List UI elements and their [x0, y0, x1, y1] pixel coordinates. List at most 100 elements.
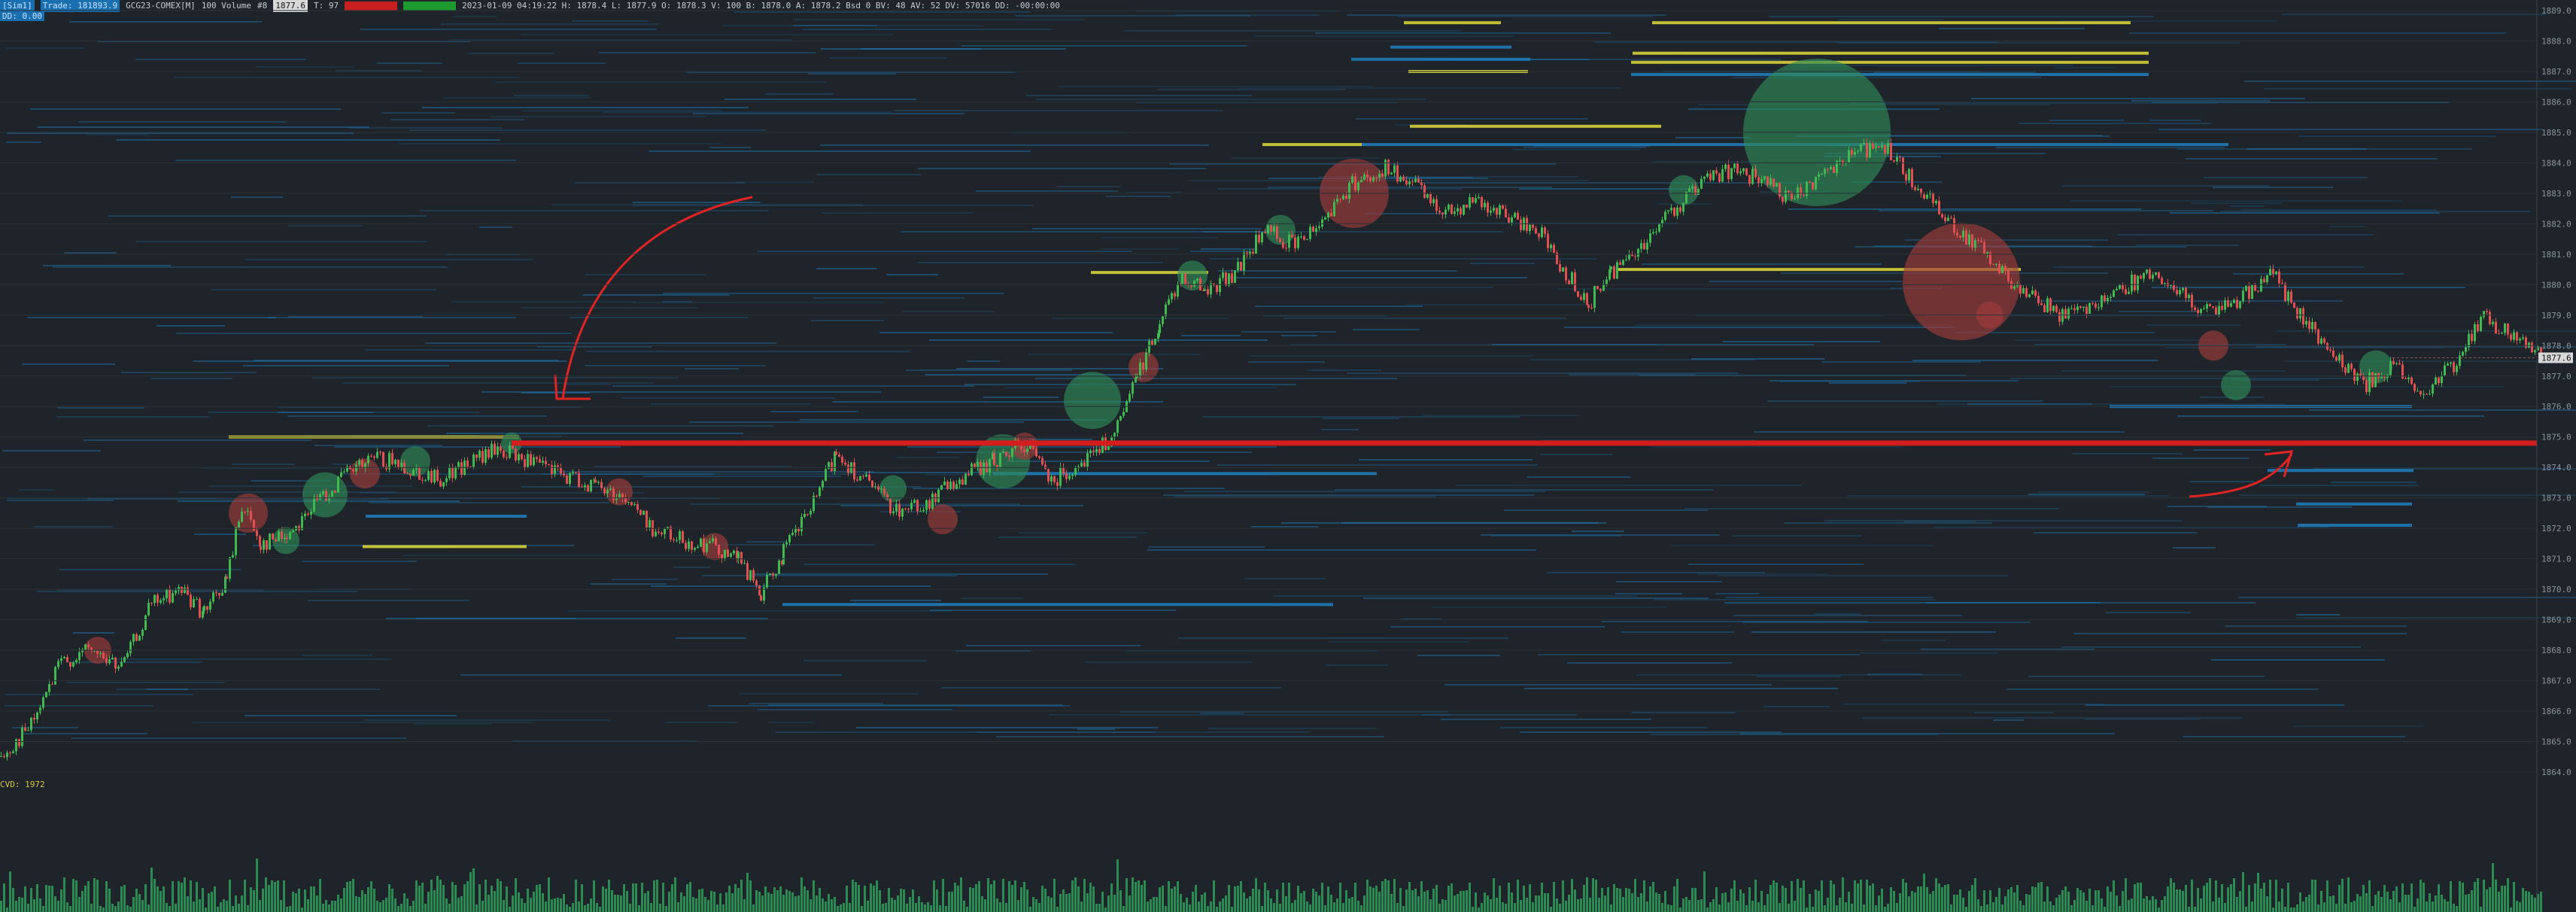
heatmap-cell: [2136, 245, 2239, 246]
heatmap-cell: [2238, 597, 2576, 598]
heatmap-cell: [1654, 599, 1935, 600]
heatmap-cell: [1824, 520, 2182, 521]
heatmap-cell: [1405, 304, 1590, 306]
volume-bar: [469, 872, 472, 912]
candle-body: [1664, 211, 1666, 220]
volume-bar: [87, 881, 90, 912]
candle-body: [1547, 233, 1549, 248]
volume-bar: [1460, 891, 1462, 912]
candle-body: [2260, 278, 2262, 292]
candle-body: [184, 587, 186, 593]
candle-body: [1836, 161, 1838, 173]
heatmap-cell: [2131, 100, 2270, 102]
candle-body: [572, 472, 574, 473]
candle-body: [868, 474, 870, 481]
heatmap-cell: [1564, 327, 1955, 328]
volume-bar: [1011, 885, 1013, 912]
volume-bar: [394, 898, 396, 912]
heatmap-cell: [1867, 673, 1923, 675]
heatmap-cell: [2177, 415, 2484, 417]
candle-body: [491, 443, 493, 458]
volume-bar: [557, 898, 559, 912]
candle-body: [1267, 225, 1269, 233]
volume-bar: [2176, 889, 2178, 912]
volume-bar: [1890, 887, 1892, 912]
candle-body: [1992, 264, 1994, 266]
heatmap-cell: [1015, 15, 1250, 17]
candle-body: [391, 452, 393, 465]
interval-label[interactable]: 100 Volume: [201, 1, 252, 11]
candle-body: [797, 527, 800, 532]
candle-body: [1177, 284, 1179, 297]
candle-body: [1047, 469, 1050, 482]
heatmap-cell: [521, 34, 894, 35]
candle-body: [2007, 271, 2009, 281]
volume-bar: [813, 880, 815, 912]
volume-bar: [1408, 882, 1411, 912]
candle-body: [2522, 337, 2524, 339]
candle-body: [1733, 163, 1736, 169]
candle-body: [766, 575, 768, 588]
resting-level: [366, 515, 527, 518]
volume-bar: [584, 905, 586, 912]
candle-body: [424, 479, 427, 481]
candle-body: [1243, 252, 1245, 271]
volume-bar: [536, 885, 538, 912]
annotation-arrow-right-head: [2264, 450, 2294, 478]
volume-bar: [388, 884, 390, 912]
volume-bar: [454, 885, 457, 912]
candle-body: [1821, 174, 1823, 175]
volume-bar: [581, 884, 583, 912]
heatmap-cell: [1441, 719, 1651, 720]
candle-body: [301, 516, 303, 530]
volume-bar: [1291, 903, 1293, 912]
candle-body: [527, 454, 529, 468]
candle-body: [1168, 299, 1170, 305]
volume-bar: [569, 907, 571, 912]
candle-body: [2058, 312, 2061, 322]
candle-body: [1580, 296, 1582, 300]
candle-body: [521, 454, 523, 460]
heatmap-cell: [1417, 655, 1500, 656]
volume-bar: [563, 894, 565, 912]
trade-bubble-buy: [400, 446, 430, 477]
candle-body: [203, 606, 205, 611]
volume-bar: [1941, 887, 1943, 912]
heatmap-cell: [1857, 135, 2102, 136]
candle-body: [1499, 205, 1501, 215]
candle-body: [229, 557, 231, 579]
heatmap-cell: [1530, 359, 1755, 360]
heatmap-cell: [1200, 713, 1244, 714]
volume-bar: [1827, 898, 1829, 912]
volume-bar: [497, 879, 499, 912]
candle-body: [1357, 182, 1359, 190]
candle-body: [2004, 266, 2006, 272]
volume-bar: [379, 902, 381, 912]
candle-body: [1116, 420, 1119, 433]
heatmap-cell: [1124, 30, 1461, 32]
heatmap-cell: [1326, 664, 1388, 666]
volume-bar: [2495, 880, 2497, 912]
resting-level: [2296, 502, 2412, 506]
instrument-label[interactable]: GCG23-COMEX[M]: [126, 1, 196, 11]
candle-body: [284, 537, 286, 540]
volume-bar: [1303, 891, 1305, 912]
candle-body: [664, 528, 666, 534]
candle-body: [2200, 309, 2202, 313]
volume-bar: [208, 893, 210, 912]
candle-body: [949, 482, 952, 489]
volume-bar: [524, 903, 526, 912]
candle-body: [1803, 195, 1805, 196]
heatmap-cell: [69, 661, 202, 663]
candle-body: [1171, 293, 1173, 299]
volume-bar: [1899, 893, 1901, 912]
heatmap-cell: [1101, 237, 1218, 239]
volume-bar: [1279, 904, 1281, 912]
heatmap-cell: [1397, 16, 1654, 17]
candle-body: [782, 544, 785, 564]
volume-bar: [2085, 901, 2088, 912]
heatmap-cell: [685, 368, 739, 369]
candle-body: [703, 538, 705, 552]
heatmap-cell: [2191, 202, 2282, 204]
